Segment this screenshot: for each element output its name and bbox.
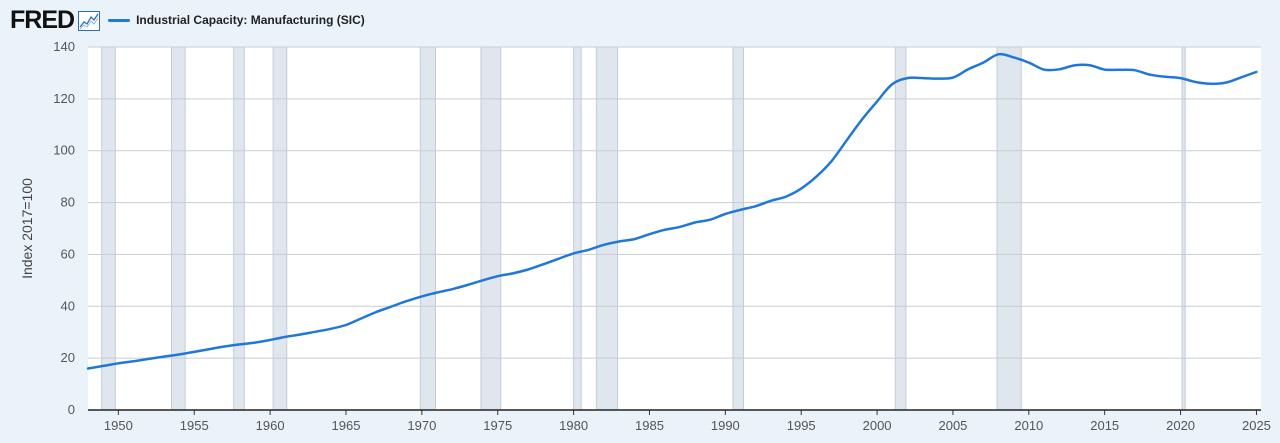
x-tick-label-1985: 1985 xyxy=(635,418,664,433)
x-tick-label-1955: 1955 xyxy=(180,418,209,433)
fred-logo-text: FRED xyxy=(10,6,75,34)
x-tick-label-1960: 1960 xyxy=(256,418,285,433)
y-tick-label-120: 120 xyxy=(53,91,75,106)
line-graph-icon xyxy=(78,11,101,31)
grid-lines xyxy=(88,46,1261,359)
x-tick-label-2000: 2000 xyxy=(863,418,892,433)
y-tick-label-140: 140 xyxy=(53,39,75,54)
recession-band-7 xyxy=(595,46,619,411)
recession-band-6 xyxy=(573,46,582,411)
y-tick-label-80: 80 xyxy=(61,195,75,210)
x-tick-label-2010: 2010 xyxy=(1014,418,1043,433)
recession-band-10 xyxy=(996,46,1022,411)
recession-band-0 xyxy=(101,46,116,411)
recession-band-3 xyxy=(272,46,288,411)
x-tick-label-2015: 2015 xyxy=(1090,418,1119,433)
x-tick-label-1950: 1950 xyxy=(104,418,133,433)
x-tick-label-1980: 1980 xyxy=(559,418,588,433)
legend: Industrial Capacity: Manufacturing (SIC) xyxy=(108,13,365,27)
recession-band-9 xyxy=(894,46,907,411)
recession-band-11 xyxy=(1181,46,1186,411)
y-tick-label-100: 100 xyxy=(53,143,75,158)
fred-logo[interactable]: FRED xyxy=(10,6,75,34)
x-tick-label-1975: 1975 xyxy=(483,418,512,433)
x-tick-label-1970: 1970 xyxy=(407,418,436,433)
recession-band-4 xyxy=(419,46,436,411)
x-tick-label-2020: 2020 xyxy=(1166,418,1195,433)
x-tick-label-1990: 1990 xyxy=(711,418,740,433)
recession-band-2 xyxy=(233,46,245,411)
y-axis-ticks: 0 20 40 60 80 100 120 140 xyxy=(53,39,75,417)
recession-shading xyxy=(101,46,1186,411)
y-tick-label-60: 60 xyxy=(61,246,75,261)
x-tick-label-1965: 1965 xyxy=(332,418,361,433)
x-tick-label-1995: 1995 xyxy=(787,418,816,433)
y-tick-label-0: 0 xyxy=(68,402,75,417)
legend-swatch xyxy=(108,18,131,22)
x-tick-label-2005: 2005 xyxy=(938,418,967,433)
x-tick-label-2025: 2025 xyxy=(1242,418,1271,433)
y-axis-title: Index 2017=100 xyxy=(19,178,35,279)
legend-label: Industrial Capacity: Manufacturing (SIC) xyxy=(136,13,365,27)
header: FRED Industrial Capacity: Manufacturing … xyxy=(10,6,365,34)
y-tick-label-20: 20 xyxy=(61,350,75,365)
y-tick-label-40: 40 xyxy=(61,298,75,313)
recession-band-5 xyxy=(480,46,502,411)
series-line-industrial-capacity[interactable] xyxy=(86,52,1258,370)
x-axis-ticks: 1950 1955 1960 1965 1970 1975 1980 1985 1990 1995… xyxy=(104,410,1271,433)
recession-band-8 xyxy=(732,46,745,411)
